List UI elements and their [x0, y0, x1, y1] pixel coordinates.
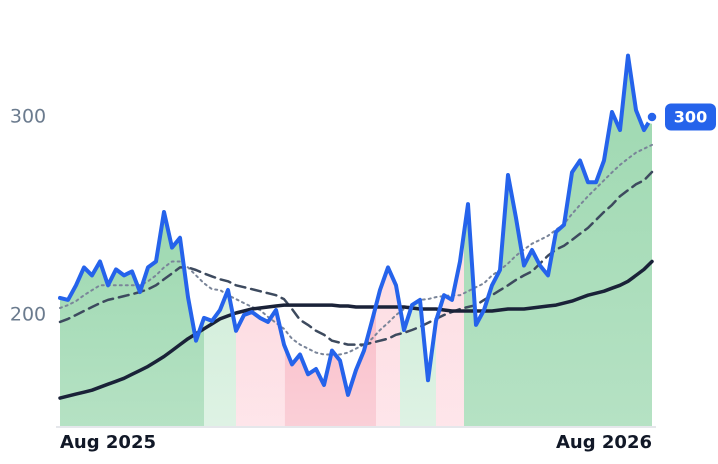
x-tick-label: Aug 2025	[60, 432, 156, 453]
x-tick-label: Aug 2026	[556, 432, 652, 453]
y-tick-label: 300	[10, 105, 46, 127]
series-line	[58, 53, 654, 397]
region-area	[60, 212, 204, 427]
label-layer: 200 300 Aug 2025 Aug 2026 300	[10, 103, 716, 453]
region-area	[236, 310, 285, 427]
line-layer	[58, 53, 654, 400]
region-area	[464, 55, 652, 427]
y-tick-label: 200	[10, 303, 46, 325]
last-price-label: 300	[674, 107, 707, 126]
last-price-badge	[665, 103, 716, 131]
last-price-dot	[645, 110, 659, 124]
series-line	[59, 143, 653, 356]
area-layer	[60, 55, 652, 427]
series-line	[58, 259, 654, 400]
